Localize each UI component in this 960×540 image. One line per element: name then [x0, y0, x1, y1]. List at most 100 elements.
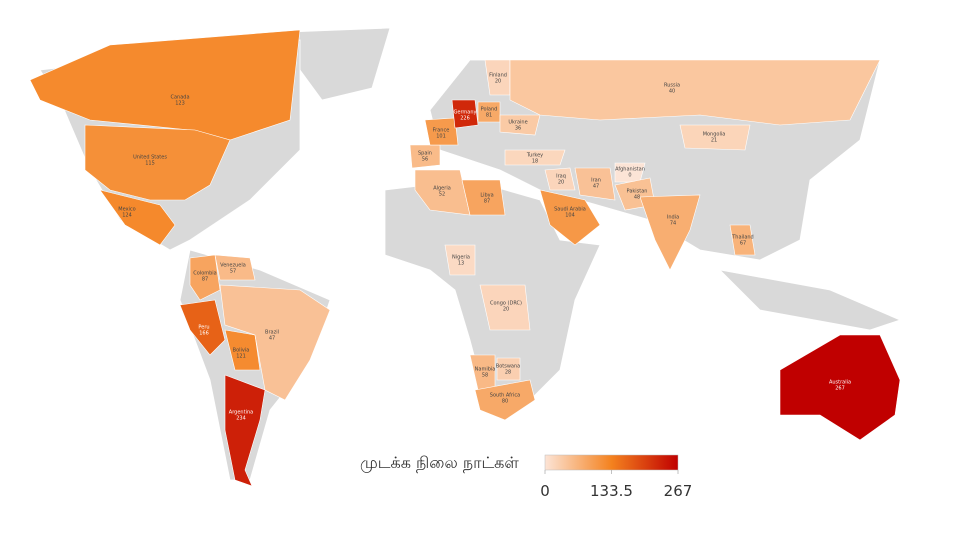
country-name: Venezuela — [220, 263, 246, 269]
country-value: 81 — [486, 113, 492, 119]
country — [544, 167, 576, 191]
country — [509, 59, 881, 126]
country-name: India — [667, 215, 679, 221]
country-value: 13 — [458, 261, 464, 267]
country-value: 48 — [634, 195, 640, 201]
country-name: Congo (DRC) — [490, 301, 522, 307]
country-value: 123 — [175, 101, 185, 107]
country-name: France — [433, 128, 450, 134]
country-value: 166 — [199, 331, 209, 337]
country-value: 226 — [460, 116, 470, 122]
country-name: Russia — [664, 83, 680, 89]
country-name: Germany — [454, 110, 477, 116]
country — [504, 149, 566, 166]
country-value: 101 — [436, 134, 446, 140]
country — [496, 357, 521, 381]
country — [729, 224, 756, 256]
country-name: Botswana — [496, 364, 520, 370]
country — [224, 374, 266, 487]
country-value: 115 — [145, 161, 155, 167]
country-value: 36 — [515, 126, 521, 132]
country — [444, 244, 476, 276]
country — [639, 194, 701, 271]
country-name: Bolivia — [233, 348, 250, 354]
country-value: 74 — [670, 221, 676, 227]
country-value: 58 — [482, 373, 488, 379]
country-name: Canada — [170, 95, 189, 101]
country-name: Spain — [418, 151, 432, 157]
country-name: Colombia — [193, 271, 217, 277]
country-name: Peru — [198, 325, 209, 331]
country — [424, 117, 459, 146]
country-value: 47 — [269, 336, 275, 342]
country-name: United States — [133, 155, 167, 161]
country — [214, 254, 256, 281]
country — [219, 284, 331, 401]
country-value: 40 — [669, 89, 675, 95]
country-value: 56 — [422, 157, 428, 163]
country — [99, 189, 176, 246]
country-value: 124 — [122, 213, 132, 219]
legend-tick-label: 0 — [540, 482, 550, 500]
country — [539, 189, 601, 246]
country-value: 20 — [503, 307, 509, 313]
country-value: 47 — [593, 184, 599, 190]
country-name: Brazil — [265, 330, 279, 336]
country-name: Afghanistan — [615, 167, 645, 173]
country — [499, 114, 541, 136]
country — [224, 329, 261, 371]
country-value: 52 — [439, 192, 445, 198]
country-value: 80 — [502, 399, 508, 405]
country-name: Ukraine — [508, 120, 527, 126]
country-value: 104 — [565, 213, 575, 219]
country-name: Turkey — [526, 153, 543, 159]
country-name: Libya — [480, 193, 493, 199]
legend: முடக்க நிலை நாட்கள் 0 133.5 267 — [360, 453, 692, 500]
country-value: 67 — [740, 241, 746, 247]
country-name: Algeria — [433, 186, 451, 192]
country-name: Thailand — [731, 235, 753, 241]
country-name: Iran — [591, 178, 601, 184]
country — [474, 379, 536, 421]
country — [461, 179, 506, 216]
country-name: Australia — [829, 380, 851, 386]
country — [84, 124, 231, 201]
countries — [29, 29, 901, 487]
country-value: 57 — [230, 269, 236, 275]
country-value: 28 — [505, 370, 511, 376]
legend-tick-label: 133.5 — [590, 482, 633, 500]
country — [189, 254, 221, 301]
country — [479, 284, 531, 331]
country-value: 267 — [835, 386, 845, 392]
country — [779, 334, 901, 441]
country-value: 0 — [628, 173, 631, 179]
country-name: Nigeria — [452, 255, 470, 261]
southeast-asia — [718, 269, 902, 331]
country-name: Mongolia — [703, 132, 726, 138]
country-value: 18 — [532, 159, 538, 165]
country-value: 87 — [202, 277, 208, 283]
country-name: Mexico — [118, 207, 135, 213]
country-value: 121 — [236, 354, 246, 360]
country-name: Pakistan — [627, 189, 648, 195]
legend-bar — [544, 454, 679, 471]
country-value: 20 — [495, 79, 501, 85]
country-value: 21 — [711, 138, 717, 144]
country — [451, 99, 479, 129]
country — [179, 299, 226, 356]
country-value: 87 — [484, 199, 490, 205]
country-name: Iraq — [556, 174, 566, 180]
country — [679, 124, 751, 151]
legend-tick-label: 267 — [664, 482, 693, 500]
country-value: 234 — [236, 416, 246, 422]
country-name: Poland — [481, 107, 498, 113]
country-name: Saudi Arabia — [554, 207, 586, 213]
country-name: South Africa — [490, 393, 520, 399]
country-value: 20 — [558, 180, 564, 186]
country — [414, 169, 471, 216]
country — [574, 167, 616, 201]
legend-title: முடக்க நிலை நாட்கள் — [360, 453, 519, 473]
greenland — [289, 27, 391, 101]
